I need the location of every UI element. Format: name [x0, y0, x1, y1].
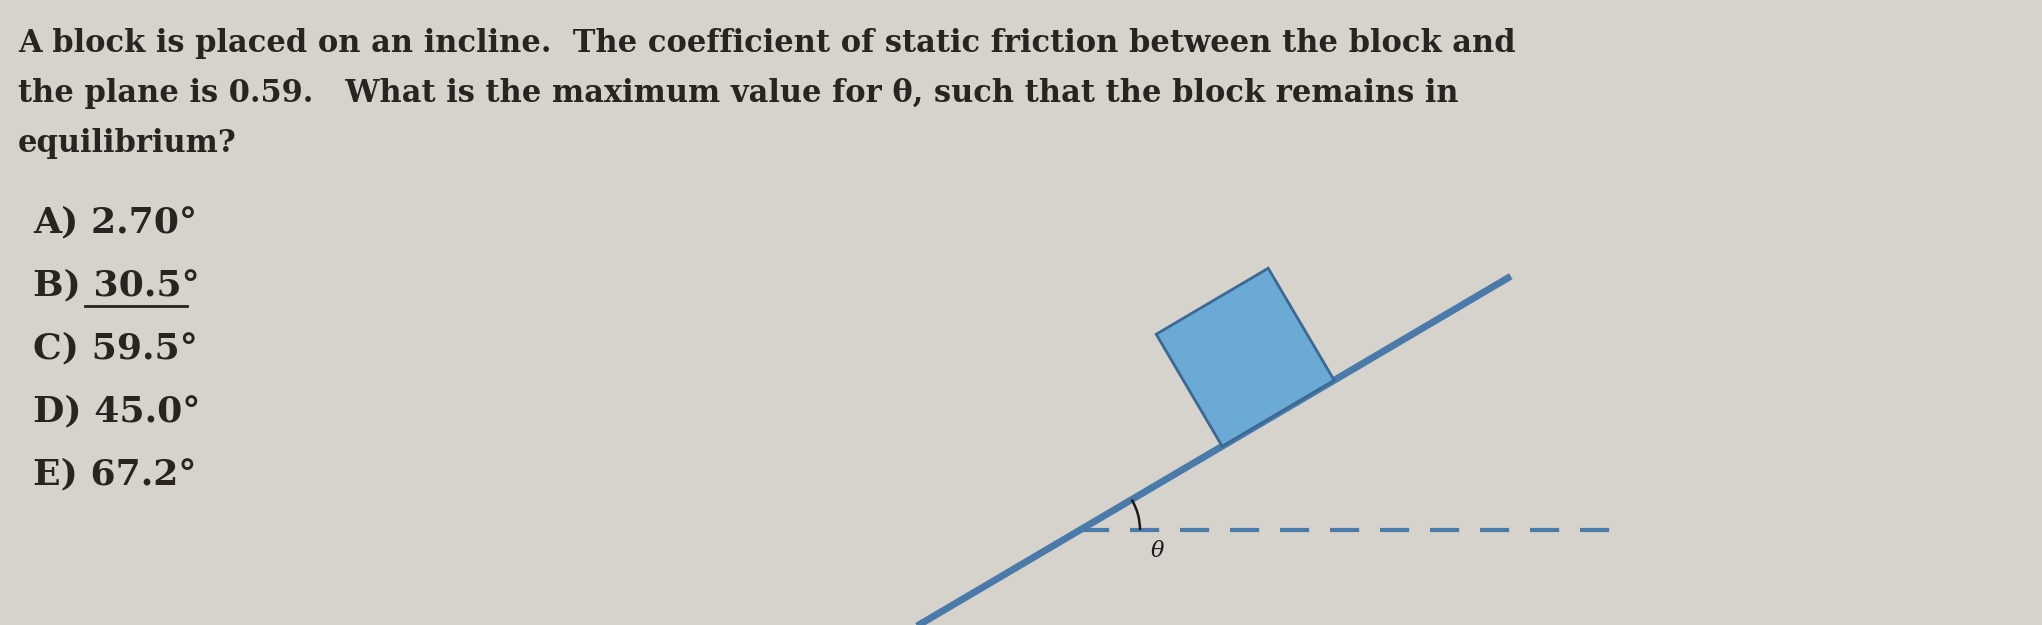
Text: the plane is 0.59.   What is the maximum value for θ, such that the block remain: the plane is 0.59. What is the maximum v…	[18, 78, 1458, 109]
Text: B) 30.5°: B) 30.5°	[33, 268, 200, 302]
Text: D) 45.0°: D) 45.0°	[33, 394, 200, 428]
Text: C) 59.5°: C) 59.5°	[33, 331, 198, 365]
Text: E) 67.2°: E) 67.2°	[33, 457, 196, 491]
Text: θ: θ	[1150, 540, 1164, 562]
Text: A) 2.70°: A) 2.70°	[33, 205, 196, 239]
Text: A block is placed on an incline.  The coefficient of static friction between the: A block is placed on an incline. The coe…	[18, 28, 1515, 59]
Polygon shape	[1156, 268, 1333, 446]
Text: equilibrium?: equilibrium?	[18, 128, 237, 159]
